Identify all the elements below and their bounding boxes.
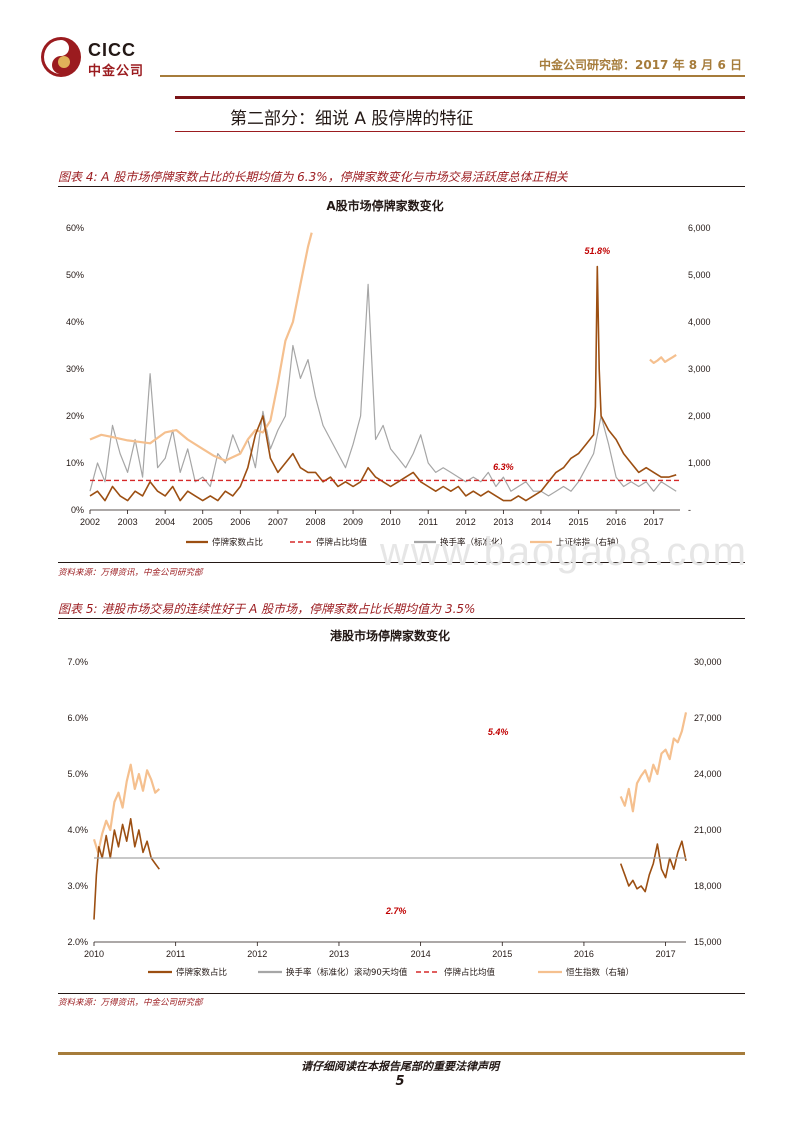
- series-line-恒生指数（右轴）: [619, 712, 688, 813]
- page-number: 5: [395, 1074, 405, 1089]
- x-tick-label: 2009: [343, 517, 363, 527]
- annotation-label: 5.4%: [488, 727, 509, 737]
- figure-4-rule: [58, 186, 745, 187]
- watermark: www.baogao8.com: [380, 530, 748, 574]
- y-right-tick-label: 18,000: [694, 881, 722, 891]
- legend-label: 停牌占比均值: [316, 537, 368, 548]
- x-tick-label: 2013: [493, 517, 513, 527]
- y-left-tick-label: 0%: [71, 505, 84, 515]
- series-line-上证综指（右轴）: [649, 353, 677, 364]
- y-right-tick-label: 1,000: [688, 458, 711, 468]
- x-tick-label: 2017: [644, 517, 664, 527]
- y-left-tick-label: 40%: [66, 317, 84, 327]
- x-tick-label: 2002: [80, 517, 100, 527]
- legend-label: 换手率（标准化）滚动90天均值: [286, 967, 408, 978]
- footer-rule: [58, 1052, 745, 1055]
- x-tick-label: 2016: [574, 949, 594, 959]
- x-tick-label: 2011: [419, 517, 438, 527]
- header-rule: [160, 75, 745, 77]
- series-line-换手率（标准化）: [89, 283, 677, 497]
- report-date: 中金公司研究部：2017 年 8 月 6 日: [539, 58, 742, 72]
- logo-text-en: CICC: [88, 40, 136, 60]
- x-tick-label: 2010: [381, 517, 401, 527]
- legend-label: 上证综指（右轴）: [556, 537, 624, 548]
- y-left-tick-label: 5.0%: [67, 769, 88, 779]
- series-line-停牌家数占比: [619, 840, 687, 893]
- y-left-tick-label: 3.0%: [67, 881, 88, 891]
- figure-5-source-rule: [58, 993, 745, 994]
- cicc-logo: CICC 中金公司: [40, 36, 165, 79]
- x-tick-label: 2004: [155, 517, 175, 527]
- x-tick-label: 2006: [230, 517, 250, 527]
- y-left-tick-label: 2.0%: [67, 937, 88, 947]
- y-left-tick-label: 4.0%: [67, 825, 88, 835]
- annotation-label: 51.8%: [585, 246, 611, 256]
- legal-notice: 请仔细阅读在本报告尾部的重要法律声明: [301, 1060, 499, 1073]
- legend-label: 停牌占比均值: [444, 967, 496, 978]
- x-tick-label: 2013: [329, 949, 349, 959]
- x-tick-label: 2005: [193, 517, 213, 527]
- chart-title: A股市场停牌家数变化: [326, 198, 443, 213]
- y-left-tick-label: 20%: [66, 411, 84, 421]
- chart-a-share-suspensions: A股市场停牌家数变化 0% 10% 20% 30% 40% 50% 60% - 1,000 2,00…: [66, 198, 711, 548]
- series-line-停牌家数占比: [93, 818, 160, 920]
- section-title: 第二部分：细说 A 股停牌的特征: [230, 109, 474, 129]
- figure-4-source-rule: [58, 562, 745, 563]
- x-tick-label: 2014: [411, 949, 431, 959]
- legend-label: 停牌家数占比: [176, 967, 227, 978]
- y-right-tick-label: 24,000: [694, 769, 722, 779]
- y-left-tick-label: 50%: [66, 270, 84, 280]
- series-line-上证综指（右轴）: [89, 232, 313, 462]
- x-tick-label: 2014: [531, 517, 551, 527]
- chart-hk-suspensions: 港股市场停牌家数变化 2.0% 3.0% 4.0% 5.0% 6.0% 7.0% 15,000…: [67, 628, 722, 978]
- x-tick-label: 2007: [268, 517, 288, 527]
- x-tick-label: 2010: [84, 949, 104, 959]
- x-tick-label: 2016: [606, 517, 626, 527]
- x-tick-label: 2008: [305, 517, 325, 527]
- figure-4-source: 资料来源：万得资讯，中金公司研究部: [58, 568, 203, 578]
- annotation-label: 6.3%: [493, 462, 514, 472]
- section-band: [175, 96, 745, 99]
- legend-label: 换手率（标准化）: [440, 537, 508, 548]
- cicc-logo-mark-icon: [41, 37, 81, 77]
- y-left-tick-label: 60%: [66, 223, 84, 233]
- y-left-tick-label: 6.0%: [67, 713, 88, 723]
- annotation-label: 2.7%: [385, 906, 407, 916]
- legend-label: 停牌家数占比: [212, 537, 263, 548]
- y-right-tick-label: 30,000: [694, 657, 722, 667]
- figure-5-rule: [58, 618, 745, 619]
- y-right-tick-label: -: [688, 505, 691, 515]
- legend-label: 恒生指数（右轴）: [566, 967, 634, 978]
- y-left-tick-label: 7.0%: [67, 657, 88, 667]
- x-tick-label: 2003: [118, 517, 138, 527]
- x-tick-label: 2011: [166, 949, 185, 959]
- y-right-tick-label: 2,000: [688, 411, 711, 421]
- x-tick-label: 2015: [569, 517, 589, 527]
- x-tick-label: 2017: [656, 949, 676, 959]
- y-right-tick-label: 3,000: [688, 364, 711, 374]
- chart-title: 港股市场停牌家数变化: [330, 628, 450, 643]
- y-right-tick-label: 21,000: [694, 825, 722, 835]
- y-right-tick-label: 15,000: [694, 937, 722, 947]
- y-left-tick-label: 10%: [66, 458, 84, 468]
- figure-5-caption: 图表 5: 港股市场交易的连续性好于 A 股市场，停牌家数占比长期均值为 3.5…: [58, 602, 476, 616]
- figure-4-caption: 图表 4: A 股市场停牌家数占比的长期均值为 6.3%，停牌家数变化与市场交易…: [58, 170, 568, 184]
- figure-5-source: 资料来源：万得资讯，中金公司研究部: [58, 998, 203, 1008]
- x-tick-label: 2015: [492, 949, 512, 959]
- section-rule: [175, 131, 745, 132]
- y-right-tick-label: 6,000: [688, 223, 711, 233]
- series-line-停牌家数占比: [89, 265, 677, 502]
- series-line-恒生指数（右轴）: [92, 763, 161, 854]
- y-right-tick-label: 5,000: [688, 270, 711, 280]
- y-left-tick-label: 30%: [66, 364, 84, 374]
- x-tick-label: 2012: [456, 517, 476, 527]
- y-right-tick-label: 27,000: [694, 713, 722, 723]
- x-tick-label: 2012: [247, 949, 267, 959]
- logo-text-cn: 中金公司: [88, 64, 145, 79]
- y-right-tick-label: 4,000: [688, 317, 711, 327]
